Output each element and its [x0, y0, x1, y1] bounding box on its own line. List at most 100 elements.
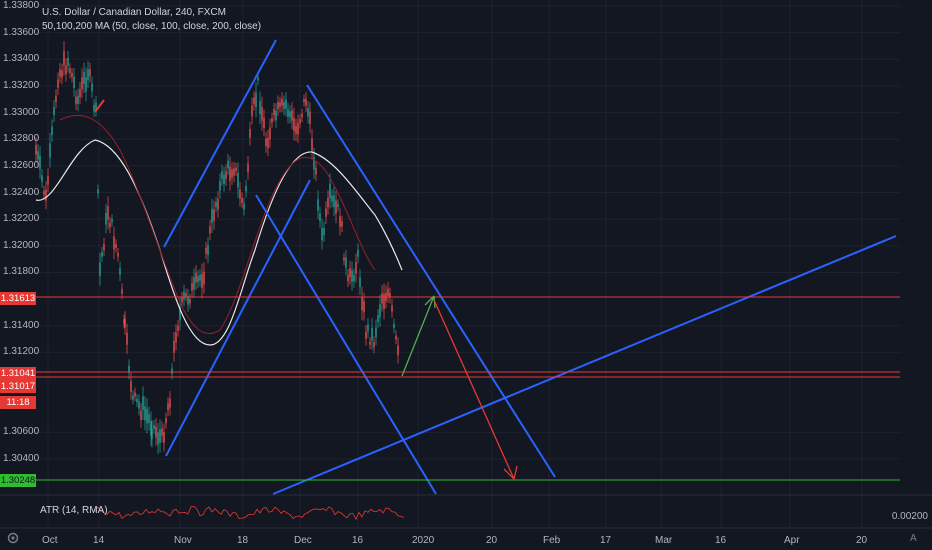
time-tick-label: Dec [294, 535, 312, 546]
atr-indicator-label[interactable]: ATR (14, RMA) [40, 505, 108, 516]
candle-body [55, 95, 57, 103]
time-tick-label: Oct [42, 535, 58, 546]
candlestick-series [35, 41, 399, 454]
time-tick-label: Feb [543, 535, 561, 546]
channel-line [165, 179, 311, 457]
candle-body [37, 151, 39, 160]
candle-body [195, 272, 197, 283]
candle-body [245, 185, 247, 192]
candle-body [269, 127, 271, 140]
candle-body [183, 291, 185, 300]
candle-body [349, 268, 351, 278]
price-badge: 1.31041 [0, 367, 36, 380]
price-badge: 1.31613 [0, 292, 36, 305]
candle-body [35, 144, 37, 155]
candle-body [223, 174, 225, 185]
candle-body [173, 340, 175, 353]
candle-body [297, 122, 299, 135]
candle-body [205, 247, 207, 254]
candle-body [171, 368, 173, 374]
candle-body [307, 108, 309, 117]
candle-body [335, 200, 337, 214]
candle-body [201, 273, 203, 289]
ma-indicator-label[interactable]: 50,100,200 MA (50, close, 100, close, 20… [42, 21, 262, 32]
candle-body [395, 335, 397, 340]
price-tick-label: 1.33400 [3, 53, 40, 65]
candle-body [323, 228, 325, 236]
candle-body [105, 213, 107, 225]
price-tick-label: 1.32000 [3, 239, 40, 251]
candle-body [389, 292, 391, 298]
candle-body [383, 293, 385, 309]
candle-body [371, 327, 373, 341]
price-badge: 11:18 [0, 396, 36, 409]
candle-body [213, 209, 215, 221]
candle-body [124, 318, 126, 328]
candle-body [97, 189, 99, 194]
settings-button[interactable] [6, 531, 20, 545]
candle-body [65, 65, 67, 75]
candle-body [107, 206, 109, 220]
candle-body [197, 276, 199, 283]
candle-body [123, 319, 125, 324]
candle-body [225, 171, 227, 179]
candle-body [263, 117, 265, 129]
candle-body [136, 398, 138, 403]
auto-scale-button[interactable]: A [910, 533, 917, 544]
time-tick-label: Mar [655, 535, 673, 546]
candle-body [295, 125, 297, 134]
price-tick-label: 1.32600 [3, 159, 40, 171]
candle-body [275, 110, 277, 121]
candle-body [157, 432, 159, 445]
candle-body [215, 202, 217, 207]
candle-body [146, 408, 148, 424]
candle-body [361, 296, 363, 311]
candle-body [95, 102, 97, 110]
down-arrow [433, 299, 515, 480]
candle-body [134, 392, 136, 397]
price-tick-label: 1.32200 [3, 213, 40, 225]
candle-body [47, 175, 49, 185]
time-tick-label: 2020 [412, 535, 435, 546]
candle-body [181, 297, 183, 303]
candle-body [41, 175, 43, 182]
candle-body [303, 99, 305, 103]
candle-body [53, 107, 55, 116]
candle-body [359, 277, 361, 288]
symbol-title[interactable]: U.S. Dollar / Canadian Dollar, 240, FXCM [42, 7, 226, 18]
candle-body [229, 166, 231, 181]
channel-line [255, 194, 437, 495]
chart-legend: U.S. Dollar / Canadian Dollar, 240, FXCM… [42, 6, 261, 34]
candle-body [161, 428, 163, 436]
candle-body [393, 323, 395, 329]
candle-body [249, 129, 251, 138]
candle-body [140, 410, 142, 420]
candle-body [241, 197, 243, 203]
candle-body [148, 413, 150, 423]
marker-stroke [94, 99, 105, 113]
down-arrow-head [503, 465, 518, 480]
candle-body [331, 195, 333, 202]
candle-body [189, 299, 191, 304]
candle-body [267, 138, 269, 149]
candle-body [73, 76, 75, 89]
candle-body [343, 257, 345, 261]
candle-body [283, 102, 285, 109]
candle-body [355, 262, 357, 274]
candle-body [39, 155, 41, 170]
candle-body [365, 331, 367, 339]
candle-body [329, 183, 331, 199]
candle-body [207, 245, 209, 256]
candle-body [128, 365, 130, 373]
candle-body [119, 268, 121, 275]
candle-body [259, 101, 261, 115]
time-tick-label: 16 [352, 535, 364, 546]
candle-body [235, 167, 237, 172]
candle-body [45, 189, 47, 201]
candle-body [293, 117, 295, 131]
candle-body [377, 315, 379, 322]
candle-body [317, 199, 319, 211]
candle-body [231, 169, 233, 178]
price-badge: 1.30248 [0, 474, 36, 487]
